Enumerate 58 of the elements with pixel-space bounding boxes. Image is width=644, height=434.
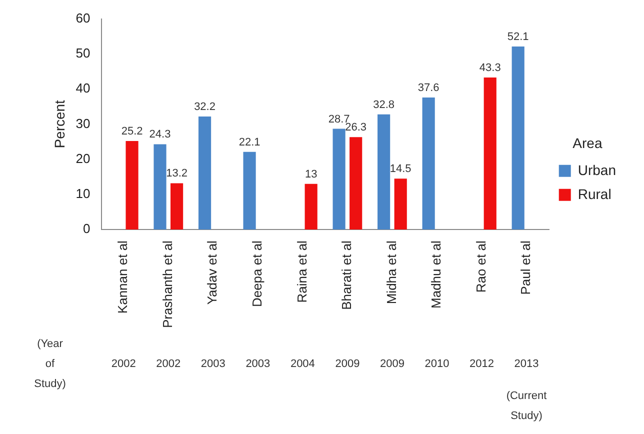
bar [304,184,318,230]
x-tick-label: Bharati et al [339,240,354,310]
text: 2002 [111,358,136,370]
text: 2002 [156,358,181,370]
y-tick-label: 20 [76,150,90,166]
bar [332,128,346,230]
text: 2009 [335,358,360,370]
data-label: 37.6 [418,82,440,94]
bar [170,183,184,230]
y-tick-label: 0 [83,221,90,236]
x-tick-label: Madhu et al [428,240,444,308]
y-tick-label: 60 [76,10,90,26]
data-label: 24.3 [149,128,171,141]
x-tick-label: Paul et al [518,240,534,295]
text: 2010 [424,358,450,370]
y-axis-title: Percent [51,100,68,148]
text: 2012 [469,358,494,370]
text: 2009 [380,358,404,370]
bar [198,116,212,230]
data-label: 32.8 [373,98,395,111]
x-tick-label: Rao et al [473,240,488,293]
bar [378,114,390,230]
x-tick-label: Raina et al [294,240,310,303]
text: (Current Study) [506,390,547,422]
data-label: 22.1 [238,136,260,148]
bar [154,144,166,230]
data-label: 13 [304,168,318,180]
text: 2013 [514,358,539,370]
bar [484,77,496,230]
bar [394,178,407,230]
y-tick-label: 10 [76,186,90,202]
text: (Year of Study) [34,338,66,390]
text: 2003 [200,358,226,370]
legend-label: Urban [578,162,616,178]
text: 2003 [246,358,270,370]
text: 2004 [290,358,315,370]
x-tick-label: Prashanth et al [160,240,175,328]
y-tick-label: 30 [76,116,90,131]
bar [350,137,362,230]
data-label: 43.3 [479,62,501,74]
bar [422,97,435,230]
data-label: 52.1 [507,31,529,44]
legend-title: Area [572,134,602,151]
x-tick-label: Kannan et al [115,240,130,314]
data-label: 26.3 [345,122,367,134]
y-tick-label: 40 [76,80,90,96]
data-label: 25.2 [121,126,143,138]
data-label: 14.5 [390,163,412,176]
bar [512,46,524,230]
data-label: 32.2 [194,100,216,113]
bar [243,152,256,230]
legend-label: Rural [578,186,612,202]
x-tick-label: Deepa et al [250,240,264,308]
data-label: 13.2 [166,168,188,180]
bar [126,141,138,230]
y-tick-label: 50 [76,46,90,61]
x-tick-label: Yadav et al [204,240,220,305]
x-tick-label: Midha et al [384,240,399,304]
